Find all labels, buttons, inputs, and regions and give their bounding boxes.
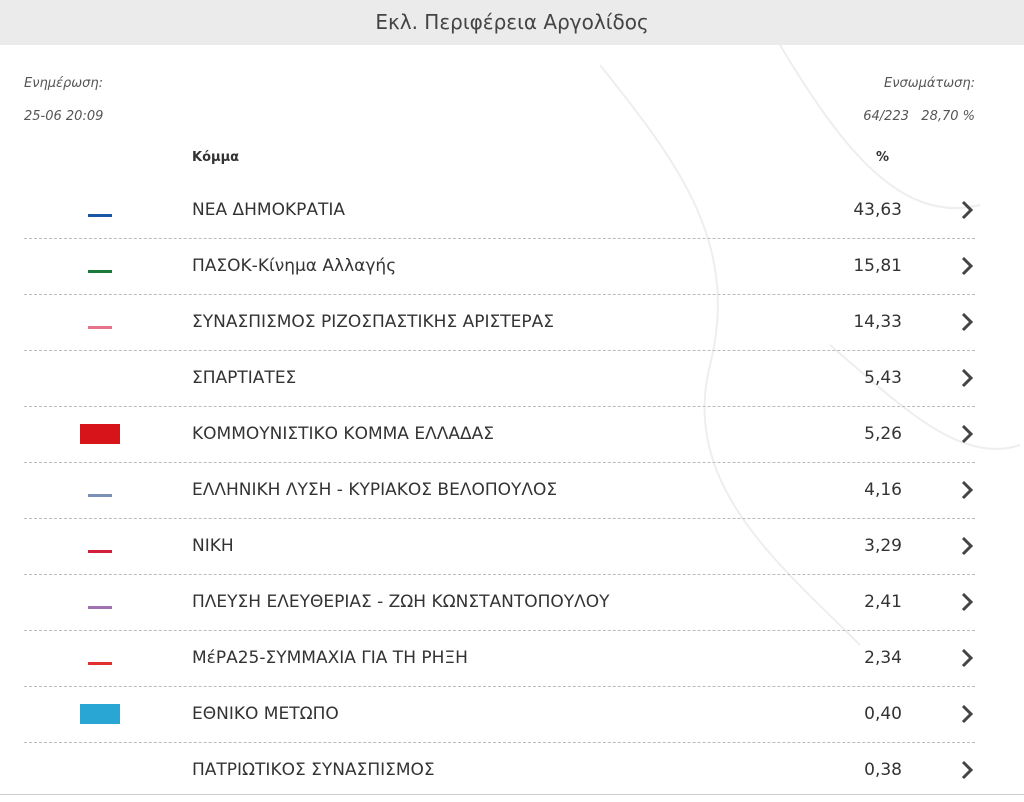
party-percent: 3,29 <box>864 536 902 556</box>
party-percent: 15,81 <box>853 256 902 276</box>
chevron[interactable] <box>958 760 976 780</box>
party-name: ΠΑΤΡΙΩΤΙΚΟΣ ΣΥΝΑΣΠΙΣΜΟΣ <box>192 760 435 780</box>
party-row[interactable]: ΝΙΚΗ 3,29 <box>0 518 1024 574</box>
party-logo <box>88 316 112 329</box>
party-name: ΕΛΛΗΝΙΚΗ ΛΥΣΗ - ΚΥΡΙΑΚΟΣ ΒΕΛΟΠΟΥΛΟΣ <box>192 480 558 500</box>
party-logo <box>88 260 112 273</box>
party-percent: 43,63 <box>853 200 902 220</box>
party-name: ΠΛΕΥΣΗ ΕΛΕΥΘΕΡΙΑΣ - ΖΩΗ ΚΩΝΣΤΑΝΤΟΠΟΥΛΟΥ <box>192 592 610 612</box>
column-header: Κόμμα <box>192 150 240 165</box>
count: 64/223 <box>863 109 909 124</box>
chevron-path <box>961 760 974 780</box>
party-row[interactable]: ΚΟΜΜΟΥΝΙΣΤΙΚΟ ΚΟΜΜΑ ΕΛΛΑΔΑΣ 5,26 <box>0 406 1024 462</box>
party-percent: 4,16 <box>864 480 902 500</box>
party-row[interactable]: ΠΑΤΡΙΩΤΙΚΟΣ ΣΥΝΑΣΠΙΣΜΟΣ 0,38 <box>0 742 1024 798</box>
row-separator <box>24 686 975 687</box>
column-header: % <box>876 150 890 165</box>
header-bar <box>0 0 1024 45</box>
party-row[interactable]: ΜέΡΑ25-ΣΥΜΜΑΧΙΑ ΓΙΑ ΤΗ ΡΗΞΗ 2,34 <box>0 630 1024 686</box>
chevron-path <box>961 368 974 388</box>
chevron-path <box>961 480 974 500</box>
chevron[interactable] <box>958 368 976 388</box>
row-separator <box>24 238 975 239</box>
party-logo <box>80 424 120 444</box>
chevron-path <box>961 592 974 612</box>
party-row[interactable]: ΣΥΝΑΣΠΙΣΜΟΣ ΡΙΖΟΣΠΑΣΤΙΚΗΣ ΑΡΙΣΤΕΡΑΣ 14,33 <box>0 294 1024 350</box>
party-name: ΝΕΑ ΔΗΜΟΚΡΑΤΙΑ <box>192 200 346 220</box>
party-name: ΣΠΑΡΤΙΑΤΕΣ <box>192 368 297 388</box>
bottom-border <box>0 794 1024 795</box>
party-name: ΚΟΜΜΟΥΝΙΣΤΙΚΟ ΚΟΜΜΑ ΕΛΛΑΔΑΣ <box>192 424 494 444</box>
party-name: ΣΥΝΑΣΠΙΣΜΟΣ ΡΙΖΟΣΠΑΣΤΙΚΗΣ ΑΡΙΣΤΕΡΑΣ <box>192 312 554 332</box>
row-separator <box>24 574 975 575</box>
chevron-path <box>961 200 974 220</box>
row-separator <box>24 518 975 519</box>
party-name: ΝΙΚΗ <box>192 536 234 556</box>
chevron[interactable] <box>958 312 976 332</box>
count-percent: 28,70 % <box>921 109 975 124</box>
row-separator <box>24 406 975 407</box>
chevron[interactable] <box>958 480 976 500</box>
party-logo <box>80 704 120 724</box>
party-logo <box>88 484 112 497</box>
title: Εκλ. Περιφέρεια Αργολίδος <box>375 10 649 34</box>
party-percent: 0,38 <box>864 760 902 780</box>
party-percent: 5,26 <box>864 424 902 444</box>
chevron[interactable] <box>958 704 976 724</box>
party-row[interactable]: ΣΠΑΡΤΙΑΤΕΣ 5,43 <box>0 350 1024 406</box>
chevron[interactable] <box>958 536 976 556</box>
count-label: Ενσωμάτωση: <box>883 76 975 91</box>
chevron[interactable] <box>958 648 976 668</box>
party-percent: 2,41 <box>864 592 902 612</box>
party-percent: 0,40 <box>864 704 902 724</box>
chevron[interactable] <box>958 256 976 276</box>
row-separator <box>24 462 975 463</box>
row-separator <box>24 294 975 295</box>
chevron-path <box>961 648 974 668</box>
party-logo <box>88 204 112 217</box>
chevron-path <box>961 256 974 276</box>
party-name: ΠΑΣΟΚ-Κίνημα Αλλαγής <box>192 256 397 276</box>
row-separator <box>24 630 975 631</box>
party-row[interactable]: ΠΑΣΟΚ-Κίνημα Αλλαγής 15,81 <box>0 238 1024 294</box>
row-separator <box>24 350 975 351</box>
party-name: ΕΘΝΙΚΟ ΜΕΤΩΠΟ <box>192 704 339 724</box>
chevron-path <box>961 312 974 332</box>
party-percent: 14,33 <box>853 312 902 332</box>
party-logo <box>88 540 112 553</box>
party-name: ΜέΡΑ25-ΣΥΜΜΑΧΙΑ ΓΙΑ ΤΗ ΡΗΞΗ <box>192 648 468 668</box>
party-row[interactable]: ΠΛΕΥΣΗ ΕΛΕΥΘΕΡΙΑΣ - ΖΩΗ ΚΩΝΣΤΑΝΤΟΠΟΥΛΟΥ 2… <box>0 574 1024 630</box>
chevron[interactable] <box>958 592 976 612</box>
chevron-path <box>961 424 974 444</box>
party-row[interactable]: ΕΛΛΗΝΙΚΗ ΛΥΣΗ - ΚΥΡΙΑΚΟΣ ΒΕΛΟΠΟΥΛΟΣ 4,16 <box>0 462 1024 518</box>
chevron-path <box>961 704 974 724</box>
row-separator <box>24 742 975 743</box>
update-label: Ενημέρωση: <box>24 76 104 91</box>
chevron[interactable] <box>958 424 976 444</box>
party-logo <box>88 596 112 609</box>
chevron[interactable] <box>958 200 976 220</box>
party-logo <box>88 652 112 665</box>
party-row[interactable]: ΝΕΑ ΔΗΜΟΚΡΑΤΙΑ 43,63 <box>0 182 1024 238</box>
party-percent: 5,43 <box>864 368 902 388</box>
update-time: 25-06 20:09 <box>24 109 104 124</box>
party-percent: 2,34 <box>864 648 902 668</box>
party-row[interactable]: ΕΘΝΙΚΟ ΜΕΤΩΠΟ 0,40 <box>0 686 1024 742</box>
chevron-path <box>961 536 974 556</box>
map-background <box>599 45 1021 646</box>
